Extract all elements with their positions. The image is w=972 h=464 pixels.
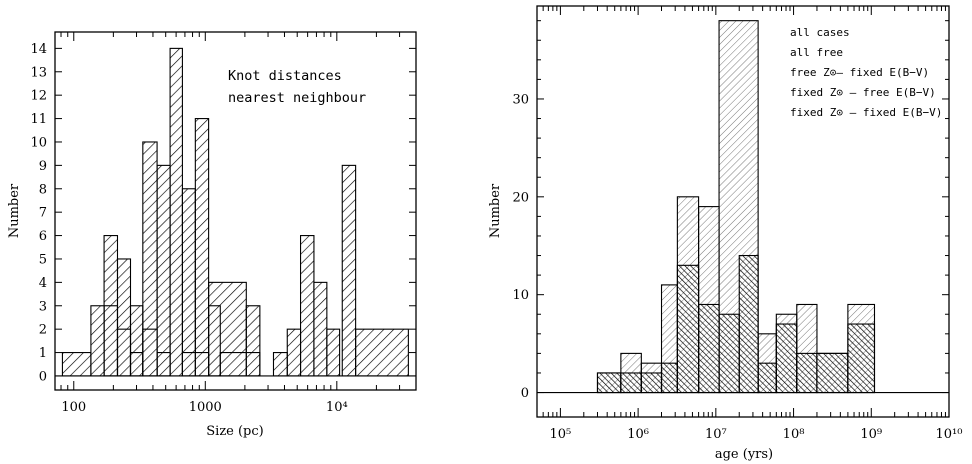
- histogram-bar: [245, 305, 261, 377]
- y-tick-label: 11: [30, 112, 47, 127]
- histogram-bar: [738, 254, 759, 394]
- histogram-bar: [775, 323, 798, 394]
- right-panel: 10⁵ 10⁶ 10⁷ 10⁸ 10⁹ 10¹⁰ 0 10 20 30 age (yrs) Nu…: [488, 5, 963, 462]
- histogram-bar: [698, 303, 720, 394]
- annotation-line-2: nearest neighbour: [228, 90, 366, 106]
- histogram-bar: [129, 305, 144, 377]
- y-tick-label: 12: [30, 89, 47, 104]
- histogram-bar: [286, 328, 302, 377]
- right-plot-frame: [536, 5, 950, 418]
- y-tick-label: 6: [39, 229, 47, 244]
- y-tick-label: 8: [39, 182, 47, 197]
- histogram-bar: [326, 328, 341, 377]
- right-y-ticks: 0 10 20 30: [512, 20, 949, 401]
- histogram-bar: [757, 362, 777, 394]
- histogram-bar: [156, 164, 171, 377]
- x-tick-label: 10⁶: [627, 427, 649, 442]
- histogram-bar: [796, 352, 818, 394]
- x-tick-label: 100: [61, 400, 86, 415]
- histogram-bar: [640, 372, 663, 394]
- y-tick-label: 1: [39, 346, 47, 361]
- histogram-bar: [219, 352, 261, 377]
- y-tick-label: 13: [30, 65, 47, 80]
- left-x-axis-label: Size (pc): [206, 424, 263, 439]
- y-tick-label: 5: [39, 252, 47, 267]
- histogram-bar: [620, 372, 642, 394]
- legend-entry: all free: [790, 46, 843, 59]
- left-x-ticks: 100 1000 10⁴: [60, 32, 417, 415]
- right-x-axis-label: age (yrs): [715, 447, 773, 462]
- histogram-bar: [208, 305, 221, 377]
- right-bars: [537, 20, 949, 394]
- x-tick-label: 10⁴: [326, 400, 348, 415]
- histogram-bar: [676, 264, 700, 394]
- histogram-bar: [313, 281, 328, 377]
- histogram-bar: [847, 323, 876, 394]
- y-tick-label: 0: [521, 386, 529, 401]
- y-tick-label: 9: [39, 159, 47, 174]
- histogram-bar: [596, 372, 622, 394]
- y-tick-label: 2: [39, 323, 47, 338]
- histogram-bar: [142, 141, 158, 377]
- histogram-bar: [116, 258, 132, 377]
- y-tick-label: 7: [39, 206, 47, 221]
- y-tick-label: 3: [39, 299, 47, 314]
- right-y-axis-label: Number: [488, 183, 503, 238]
- histogram-bar: [816, 352, 849, 394]
- legend-entry: free Z⊙– fixed E(B−V): [790, 66, 929, 79]
- histogram-bar: [299, 235, 315, 377]
- histogram-bar: [355, 328, 409, 377]
- annotation-line-1: Knot distances: [228, 68, 342, 84]
- x-tick-label: 1000: [189, 400, 222, 415]
- x-tick-label: 10¹⁰: [936, 427, 963, 442]
- histogram-bar: [61, 352, 92, 377]
- histogram-bar: [208, 281, 247, 377]
- y-tick-label: 20: [512, 190, 529, 205]
- y-tick-label: 10: [30, 135, 47, 150]
- histogram-bar: [718, 313, 740, 394]
- histogram-bar: [660, 362, 678, 394]
- histogram-bar: [194, 118, 210, 377]
- y-tick-label: 4: [39, 276, 47, 291]
- right-x-ticks: 10⁵ 10⁶ 10⁷ 10⁸ 10⁹ 10¹⁰: [536, 6, 963, 442]
- histogram-bar: [181, 188, 196, 377]
- histogram-bar: [169, 47, 183, 377]
- y-tick-label: 10: [512, 288, 529, 303]
- x-tick-label: 10⁷: [705, 427, 727, 442]
- left-bars: [55, 47, 416, 377]
- legend-entry: all cases: [790, 26, 850, 39]
- x-tick-label: 10⁸: [783, 427, 805, 442]
- y-tick-label: 14: [30, 42, 47, 57]
- histogram-bar: [341, 164, 357, 377]
- legend-entry: fixed Z⊙ – free E(B−V): [790, 86, 936, 99]
- y-tick-label: 0: [39, 369, 47, 384]
- legend-entry: fixed Z⊙ – fixed E(B−V): [790, 106, 942, 119]
- legend: all cases all free free Z⊙– fixed E(B−V)…: [790, 26, 942, 119]
- y-tick-label: 30: [512, 92, 529, 107]
- left-plot-frame: [54, 31, 417, 391]
- x-tick-label: 10⁵: [550, 427, 572, 442]
- histogram-bar: [90, 305, 105, 377]
- left-y-axis-label: Number: [7, 183, 22, 238]
- histogram-bar: [272, 352, 288, 377]
- x-tick-label: 10⁹: [860, 427, 882, 442]
- histogram-bar: [156, 352, 171, 377]
